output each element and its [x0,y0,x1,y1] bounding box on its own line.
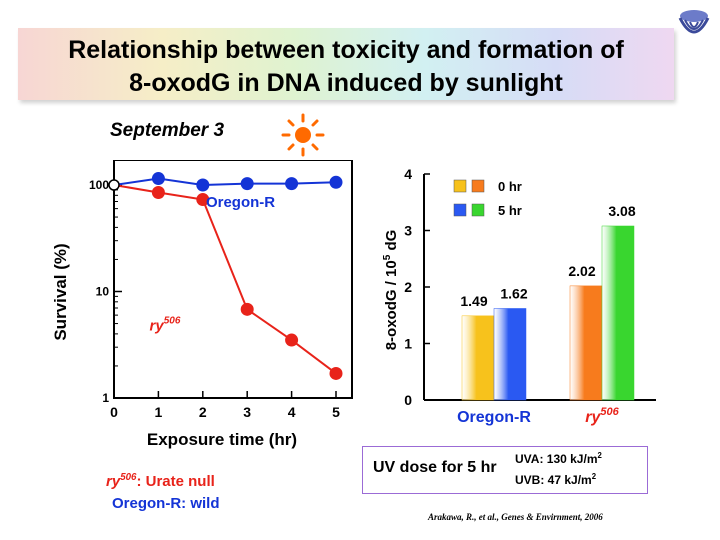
survival-line-chart: Survival (%) Exposure time (hr) 0 1 2 3 4 511… [51,160,353,449]
legend-swatch [471,179,485,193]
data-point [240,177,254,191]
bar-y-tick-label: 2 [404,279,412,295]
sun-icon [281,113,325,157]
bar [601,225,635,401]
data-point [285,177,299,191]
legend-swatch [471,203,485,217]
uv-dose-box: UV dose for 5 hr UVA: 130 kJ/m2 UVB: 47 … [362,446,648,494]
x-axis-label: Exposure time (hr) [147,430,297,449]
series-line [113,177,337,187]
data-point [240,302,254,316]
legend-label: 0 hr [498,179,522,194]
data-point [329,175,343,189]
bar-value-label: 1.62 [500,285,527,301]
bar-y-axis-label: 8-oxodG / 105 dG [382,230,400,351]
data-point [196,193,210,207]
uv-dose-title: UV dose for 5 hr [373,459,497,476]
title-line-2: 8-oxodG in DNA induced by sunlight [129,69,563,97]
category-label: Oregon-R [457,409,531,426]
uvb-dose: UVB: 47 kJ/m2 [515,472,597,487]
uva-dose: UVA: 130 kJ/m2 [515,451,602,466]
plot-frame [113,160,353,399]
bar [493,308,527,401]
category-label: ry506 [585,406,619,426]
data-point [196,178,210,192]
origin-data-point [108,179,120,191]
y-tick-label: 10 [96,285,110,299]
title-banner [18,28,674,100]
y-axis-label: Survival (%) [51,243,70,340]
date-label: September 3 [110,120,225,141]
bar-y-tick-label: 1 [404,336,412,352]
y-tick-label: 1 [102,391,109,405]
x-tick-label: 0 [110,404,118,420]
data-point [285,333,299,347]
legend-swatch [453,203,467,217]
oxodg-bar-chart: 8-oxodG / 105 dG 0 1 2 3 4 1.49 1.62 Oregon-R 2.… [382,166,656,426]
citation: Arakawa, R., et al., Genes & Envirnment,… [428,512,603,522]
x-tick-label: 4 [288,404,296,420]
bar-y-tick-label: 3 [404,223,412,239]
bar-y-tick-label: 4 [404,166,412,182]
x-tick-label: 1 [155,404,163,420]
title-line-1: Relationship between toxicity and format… [68,36,624,64]
data-point [151,186,165,200]
bar [569,285,603,401]
bar [461,315,495,401]
x-tick-label: 3 [243,404,251,420]
x-tick-label: 2 [199,404,207,420]
series-label-oregon: Oregon-R [206,194,275,211]
legend-label: 5 hr [498,203,522,218]
data-point [151,172,165,186]
oregon-note: Oregon-R: wild [112,495,220,512]
ry506-note: ry506: Urate null [106,472,215,490]
legend-swatch [453,179,467,193]
bar-value-label: 3.08 [608,203,635,219]
bar-y-tick-label: 0 [404,392,412,408]
slide-title: Relationship between toxicity and format… [18,34,674,100]
bar-value-label: 1.49 [460,293,487,309]
x-tick-label: 5 [332,404,340,420]
bar-value-label: 2.02 [568,263,595,279]
data-point [329,366,343,380]
series-line [113,184,337,375]
university-logo-icon [678,10,710,34]
y-tick-label: 100 [89,178,109,192]
series-label-ry506: ry506 [150,316,181,335]
